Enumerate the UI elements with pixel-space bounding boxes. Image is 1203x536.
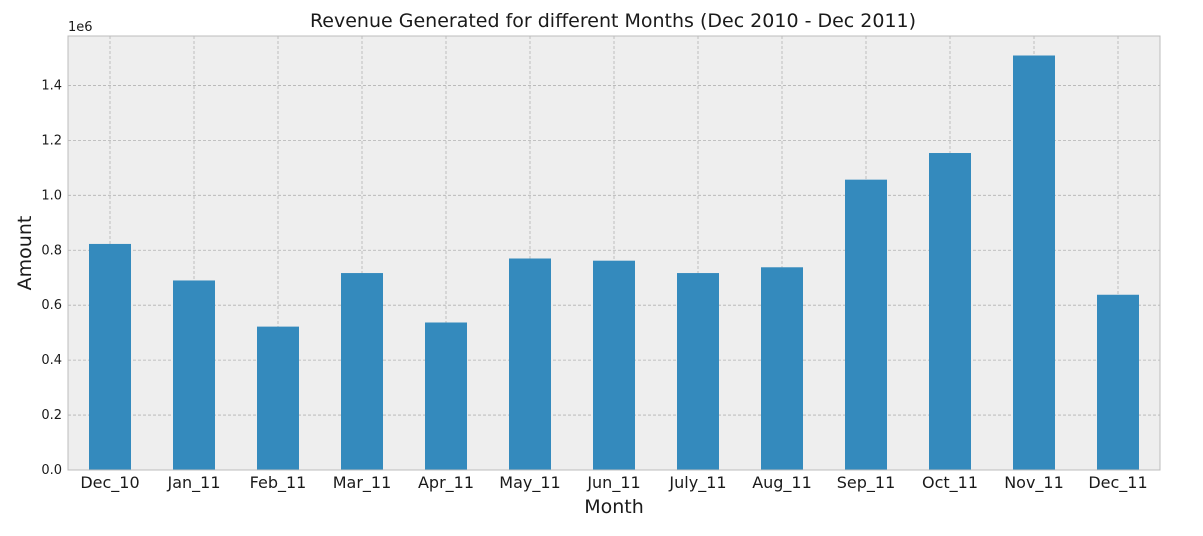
bar-jun-11 bbox=[593, 260, 635, 470]
y-tick-label: 1.2 bbox=[41, 133, 62, 148]
y-tick-label: 0.8 bbox=[41, 243, 62, 258]
bar-dec-11 bbox=[1097, 294, 1139, 470]
x-tick-label: Dec_11 bbox=[1088, 473, 1147, 493]
x-tick-label: July_11 bbox=[668, 473, 726, 493]
x-tick-label: Feb_11 bbox=[250, 473, 307, 493]
bar-aug-11 bbox=[761, 267, 803, 470]
x-tick-label: Aug_11 bbox=[752, 473, 812, 493]
x-tick-label: Jun_11 bbox=[586, 473, 640, 493]
y-tick-labels: 0.0 0.2 0.4 0.6 0.8 1.0 1.2 1.4 bbox=[41, 78, 62, 478]
bar-apr-11 bbox=[425, 322, 467, 470]
bar-may-11 bbox=[509, 258, 551, 470]
x-tick-label: Sep_11 bbox=[837, 473, 896, 493]
x-tick-labels: Dec_10 Jan_11 Feb_11 Mar_11 Apr_11 May_11 Jun_… bbox=[80, 473, 1147, 493]
y-tick-label: 0.0 bbox=[41, 463, 62, 478]
bar-nov-11 bbox=[1013, 55, 1055, 470]
x-tick-label: Mar_11 bbox=[333, 473, 392, 493]
x-tick-label: Oct_11 bbox=[922, 473, 978, 493]
bars bbox=[89, 55, 1139, 471]
x-tick-label: Dec_10 bbox=[80, 473, 139, 493]
bar-july-11 bbox=[677, 273, 719, 470]
y-axis-offset-label: 1e6 bbox=[68, 20, 93, 35]
chart-title: Revenue Generated for different Months (… bbox=[310, 10, 916, 32]
x-tick-label: Jan_11 bbox=[166, 473, 220, 493]
y-tick-label: 0.2 bbox=[41, 408, 62, 423]
x-axis-label: Month bbox=[584, 496, 644, 518]
y-tick-label: 0.4 bbox=[41, 353, 62, 368]
y-tick-label: 1.4 bbox=[41, 78, 62, 93]
x-tick-label: Nov_11 bbox=[1004, 473, 1064, 493]
plot-frame bbox=[67, 35, 1161, 471]
x-tick-label: Apr_11 bbox=[418, 473, 474, 493]
bar-dec-10 bbox=[89, 243, 131, 470]
y-tick-label: 0.6 bbox=[41, 298, 62, 313]
x-tick-label: May_11 bbox=[499, 473, 560, 493]
bar-jan-11 bbox=[173, 280, 215, 470]
bar-sep-11 bbox=[845, 179, 887, 471]
bar-feb-11 bbox=[257, 326, 299, 470]
bar-oct-11 bbox=[929, 153, 971, 470]
bar-mar-11 bbox=[341, 273, 383, 470]
y-tick-label: 1.0 bbox=[41, 188, 62, 203]
y-axis-label: Amount bbox=[14, 216, 36, 291]
